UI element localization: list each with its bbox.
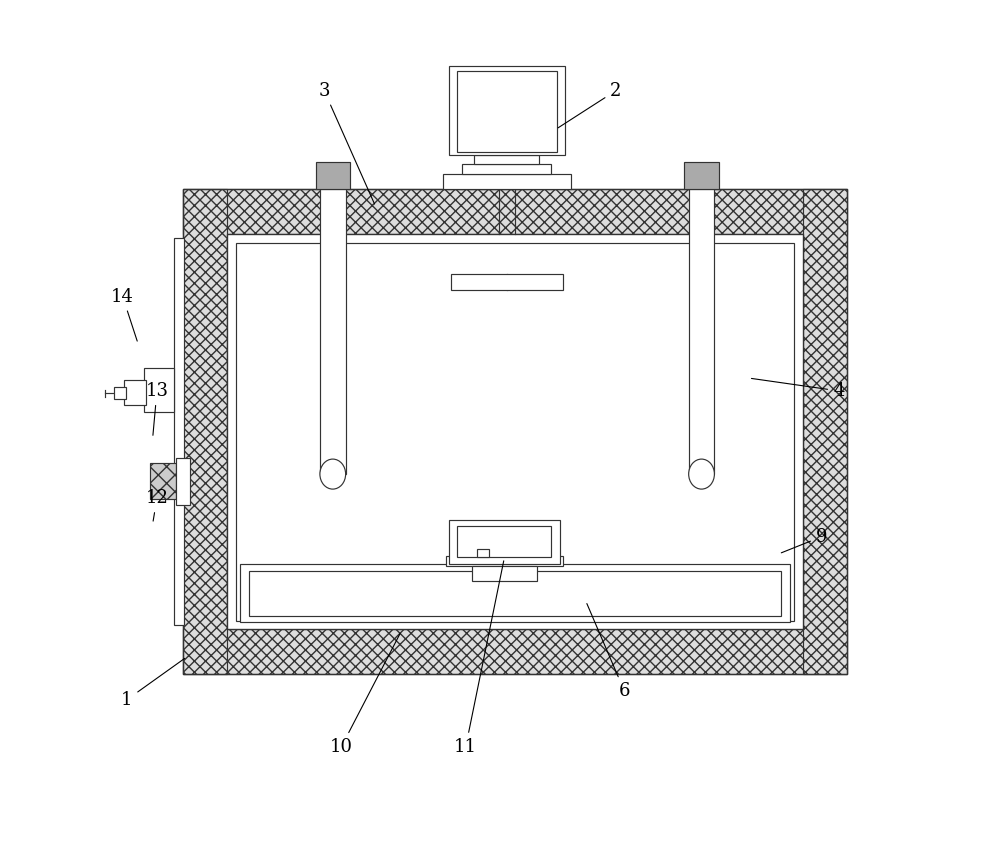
Bar	[183, 189, 847, 674]
Text: 13: 13	[145, 382, 168, 436]
Text: 4: 4	[751, 379, 844, 400]
Text: 11: 11	[454, 561, 504, 756]
Bar	[443, 174, 571, 189]
Bar	[457, 527, 551, 557]
Bar	[320, 189, 346, 474]
Text: 2: 2	[558, 82, 621, 128]
Bar	[462, 164, 551, 174]
Text: 10: 10	[330, 633, 400, 756]
Bar	[114, 387, 126, 399]
Bar	[124, 380, 146, 405]
Bar	[449, 66, 565, 155]
Bar	[249, 571, 781, 616]
Bar	[451, 274, 563, 289]
Bar	[240, 564, 790, 623]
Bar	[176, 459, 190, 504]
Ellipse shape	[320, 459, 346, 489]
Bar	[472, 566, 537, 582]
Bar	[457, 71, 557, 152]
Text: 9: 9	[781, 527, 827, 553]
Bar	[803, 189, 847, 674]
Text: 1: 1	[121, 658, 185, 709]
Bar	[183, 189, 227, 674]
Bar	[150, 464, 176, 499]
Text: 6: 6	[587, 604, 630, 700]
Text: 3: 3	[318, 82, 375, 204]
Ellipse shape	[689, 459, 714, 489]
Text: 14: 14	[111, 288, 137, 341]
Bar	[474, 155, 539, 164]
Bar	[174, 238, 184, 625]
Bar	[684, 162, 719, 189]
Bar	[477, 549, 489, 557]
Bar	[144, 368, 174, 412]
Bar	[446, 556, 563, 566]
Bar	[689, 189, 714, 474]
Bar	[227, 234, 803, 630]
Bar	[449, 520, 560, 564]
Bar	[183, 630, 847, 674]
Text: 12: 12	[146, 489, 168, 521]
Bar	[183, 189, 847, 234]
Bar	[316, 162, 350, 189]
Bar	[236, 242, 794, 621]
